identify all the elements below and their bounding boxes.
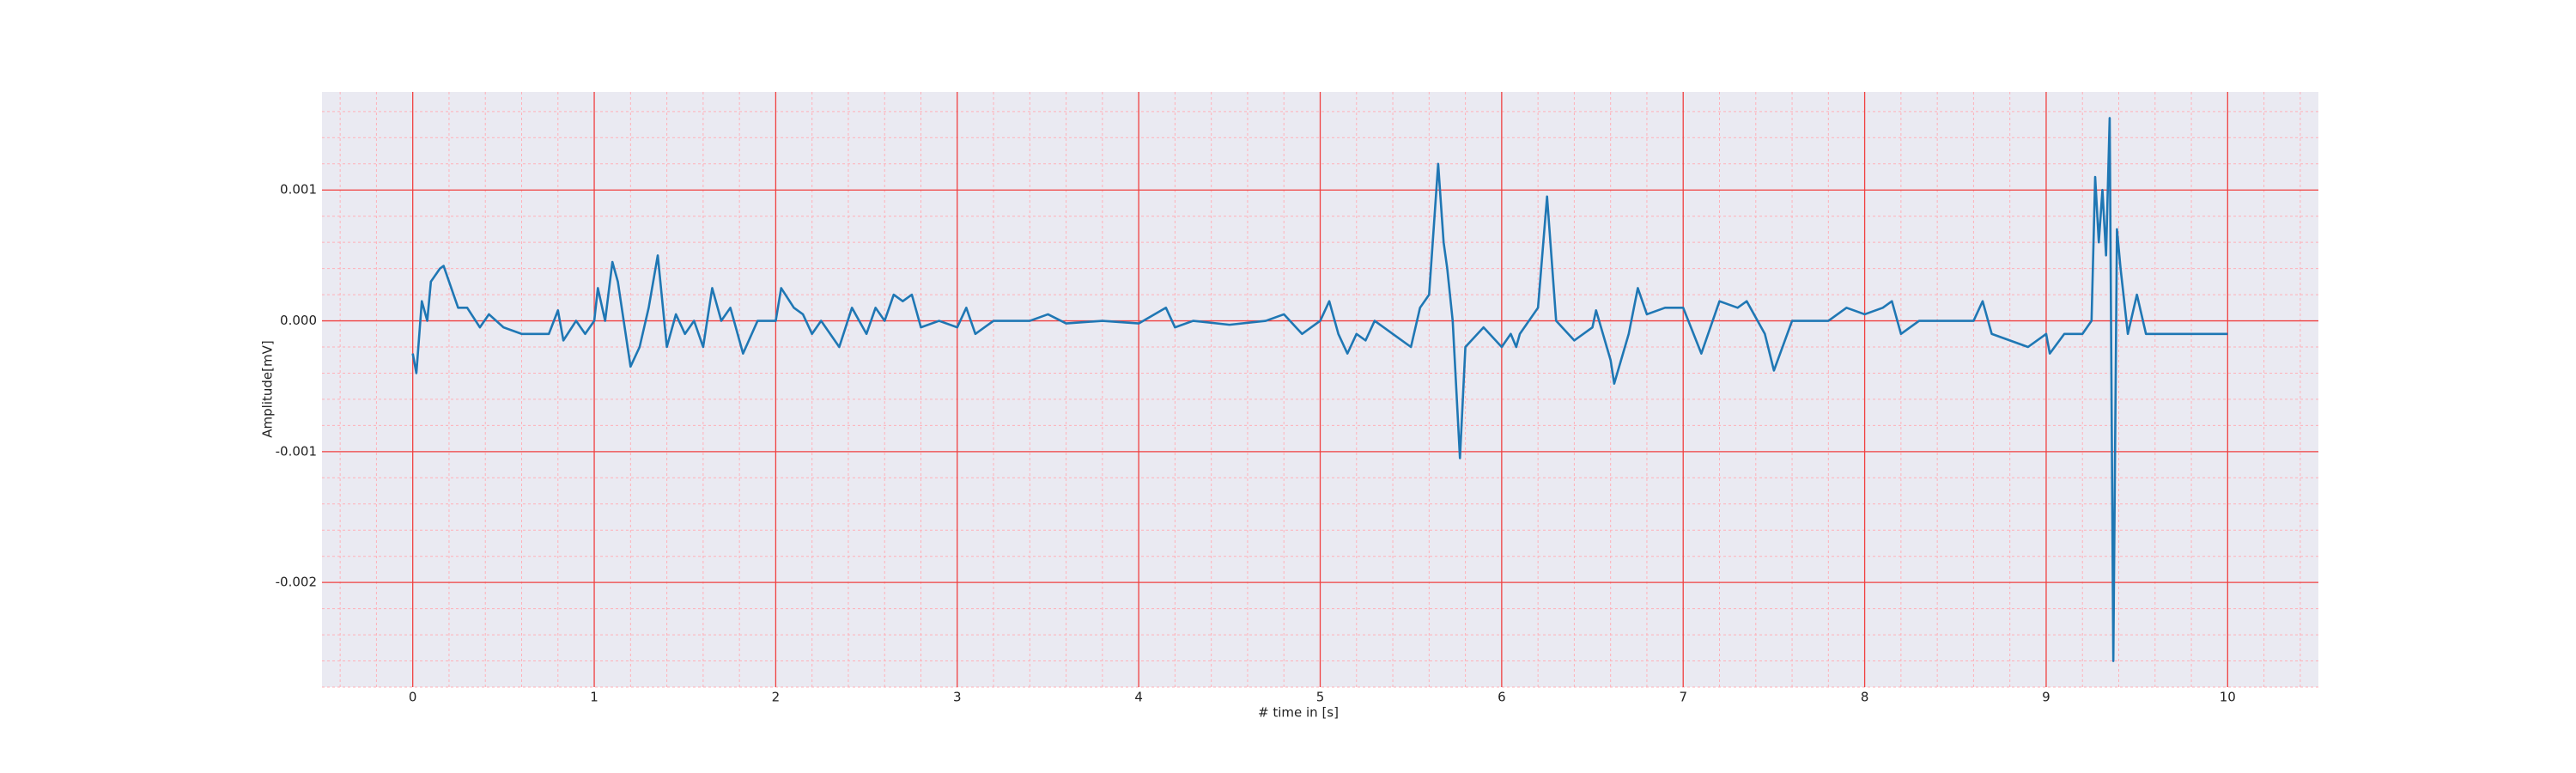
x-tick-label: 3 [953,690,962,705]
x-tick-label: 5 [1316,690,1325,705]
x-tick-label: 4 [1134,690,1143,705]
x-tick-label: 1 [590,690,598,705]
x-tick-label: 8 [1861,690,1869,705]
x-axis-label: # time in [s] [1258,705,1339,721]
y-axis-label: Amplitude[mV] [260,340,276,437]
y-tick-label: 0.001 [280,182,317,198]
x-tick-label: 9 [2042,690,2050,705]
x-tick-label: 6 [1498,690,1506,705]
y-tick-label: 0.000 [280,313,317,328]
y-tick-label: -0.002 [276,575,317,590]
x-tick-label: 10 [2220,690,2236,705]
x-tick-label: 2 [772,690,781,705]
y-tick-label: -0.001 [276,443,317,459]
x-tick-label: 0 [409,690,417,705]
signal-line [411,117,2228,662]
x-tick-label: 7 [1679,690,1687,705]
